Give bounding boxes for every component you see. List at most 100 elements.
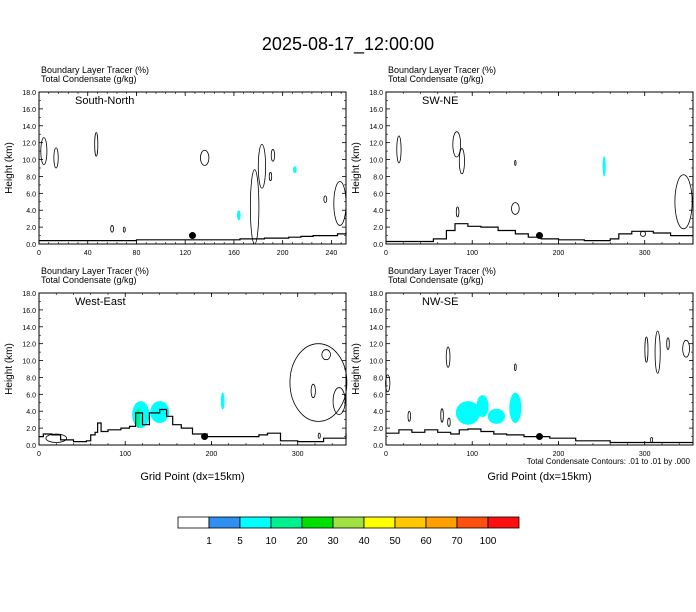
condensate-contour (447, 417, 451, 427)
y-tick-label: 8.0 (26, 375, 36, 382)
x-tick-label: 160 (228, 250, 240, 257)
condensate-contour (644, 336, 649, 363)
colorbar-label: 50 (389, 536, 401, 547)
colorbar-swatch (394, 516, 427, 529)
x-tick-label: 200 (206, 451, 218, 458)
x-tick-label: 100 (119, 451, 131, 458)
x-tick-label: 300 (639, 451, 651, 458)
tracer-patch (602, 156, 606, 177)
panel-header-tracer: Boundary Layer Tracer (%) (41, 266, 149, 276)
y-tick-label: 2.0 (26, 225, 36, 232)
panel-header-tracer: Boundary Layer Tracer (%) (388, 65, 496, 75)
y-tick-label: 0.0 (26, 242, 36, 249)
colorbar-label: 40 (358, 536, 370, 547)
y-tick-label: 6.0 (373, 392, 383, 399)
y-axis-label: Height (km) (4, 343, 15, 395)
condensate-contour (682, 339, 690, 358)
location-marker (201, 433, 209, 441)
y-tick-label: 2.0 (26, 426, 36, 433)
tracer-patch (293, 166, 297, 174)
colorbar-swatch (239, 516, 272, 529)
panel-header-tracer: Boundary Layer Tracer (%) (41, 65, 149, 75)
y-tick-label: 4.0 (26, 409, 36, 416)
tracer-patch (509, 392, 522, 424)
condensate-contour (249, 169, 260, 245)
tracer-patch (136, 407, 141, 429)
condensate-contour (122, 226, 126, 233)
colorbar: 1 5 10 20 30 40 50 60 70 100 (177, 516, 520, 547)
panel-2: Boundary Layer Tracer (%)Total Condensat… (351, 65, 694, 257)
y-tick-label: 14.0 (22, 325, 36, 332)
y-axis-label: Height (km) (4, 142, 15, 194)
condensate-contour (317, 432, 321, 439)
cross-section-label: NW-SE (422, 296, 458, 308)
y-tick-label: 12.0 (369, 342, 383, 349)
y-tick-label: 14.0 (369, 325, 383, 332)
condensate-contour (323, 195, 328, 204)
figure-title: 2025-08-17_12:00:00 (262, 34, 434, 55)
condensate-contour (511, 202, 520, 215)
condensate-contour (514, 159, 517, 166)
condensate-contour (257, 143, 266, 189)
plot-frame (385, 292, 694, 446)
y-tick-label: 16.0 (369, 107, 383, 114)
condensate-contour (445, 346, 451, 368)
condensate-contour (94, 132, 99, 157)
tracer-patch (236, 210, 241, 221)
x-tick-label: 200 (553, 250, 565, 257)
y-tick-label: 16.0 (22, 308, 36, 315)
x-tick-label: 300 (292, 451, 304, 458)
colorbar-label: 1 (206, 536, 212, 547)
x-tick-label: 200 (277, 250, 289, 257)
contour-footnote: Total Condensate Contours: .01 to .01 by… (527, 457, 691, 466)
colorbar-label: 100 (480, 536, 497, 547)
y-tick-label: 12.0 (22, 141, 36, 148)
y-tick-label: 16.0 (22, 107, 36, 114)
plot-frame (38, 292, 347, 446)
y-tick-label: 0.0 (373, 242, 383, 249)
colorbar-swatch (487, 516, 520, 529)
location-marker (536, 433, 543, 441)
x-axis-label: Grid Point (dx=15km) (140, 471, 244, 483)
condensate-contour (458, 148, 465, 175)
panel-group: Boundary Layer Tracer (%)Total Condensat… (4, 65, 694, 483)
condensate-contour (321, 349, 331, 361)
cross-section-label: SW-NE (422, 95, 458, 107)
y-tick-label: 8.0 (26, 174, 36, 181)
y-tick-label: 14.0 (369, 124, 383, 131)
cross-section-label: West-East (75, 296, 126, 308)
colorbar-swatch (270, 516, 303, 529)
colorbar-label: 60 (420, 536, 432, 547)
cross-section-label: South-North (75, 95, 134, 107)
y-tick-label: 10.0 (22, 158, 36, 165)
y-tick-label: 6.0 (373, 191, 383, 198)
colorbar-swatch (425, 516, 458, 529)
colorbar-label: 5 (237, 536, 243, 547)
plot-frame (385, 91, 694, 245)
condensate-contour (332, 387, 346, 416)
x-axis-label: Grid Point (dx=15km) (487, 471, 591, 483)
condensate-contour (514, 363, 517, 372)
x-tick-label: 300 (639, 250, 651, 257)
y-tick-label: 4.0 (26, 208, 36, 215)
y-tick-label: 18.0 (369, 90, 383, 97)
condensate-contour (45, 433, 67, 443)
y-tick-label: 2.0 (373, 225, 383, 232)
panel-header-condensate: Total Condensate (g/kg) (41, 74, 137, 84)
y-tick-label: 8.0 (373, 174, 383, 181)
colorbar-swatch (363, 516, 396, 529)
tracer-patch (487, 408, 506, 424)
condensate-contour (674, 174, 693, 230)
condensate-contour (396, 135, 402, 164)
condensate-contour (650, 436, 654, 443)
condensate-contour (40, 137, 48, 166)
location-marker (536, 232, 543, 240)
panel-3: Boundary Layer Tracer (%)Total Condensat… (4, 266, 348, 483)
colorbar-swatch (332, 516, 365, 529)
condensate-contour (407, 410, 411, 422)
y-tick-label: 0.0 (373, 443, 383, 450)
tracer-patch (220, 392, 225, 410)
y-tick-label: 18.0 (22, 90, 36, 97)
x-tick-label: 0 (37, 451, 41, 458)
